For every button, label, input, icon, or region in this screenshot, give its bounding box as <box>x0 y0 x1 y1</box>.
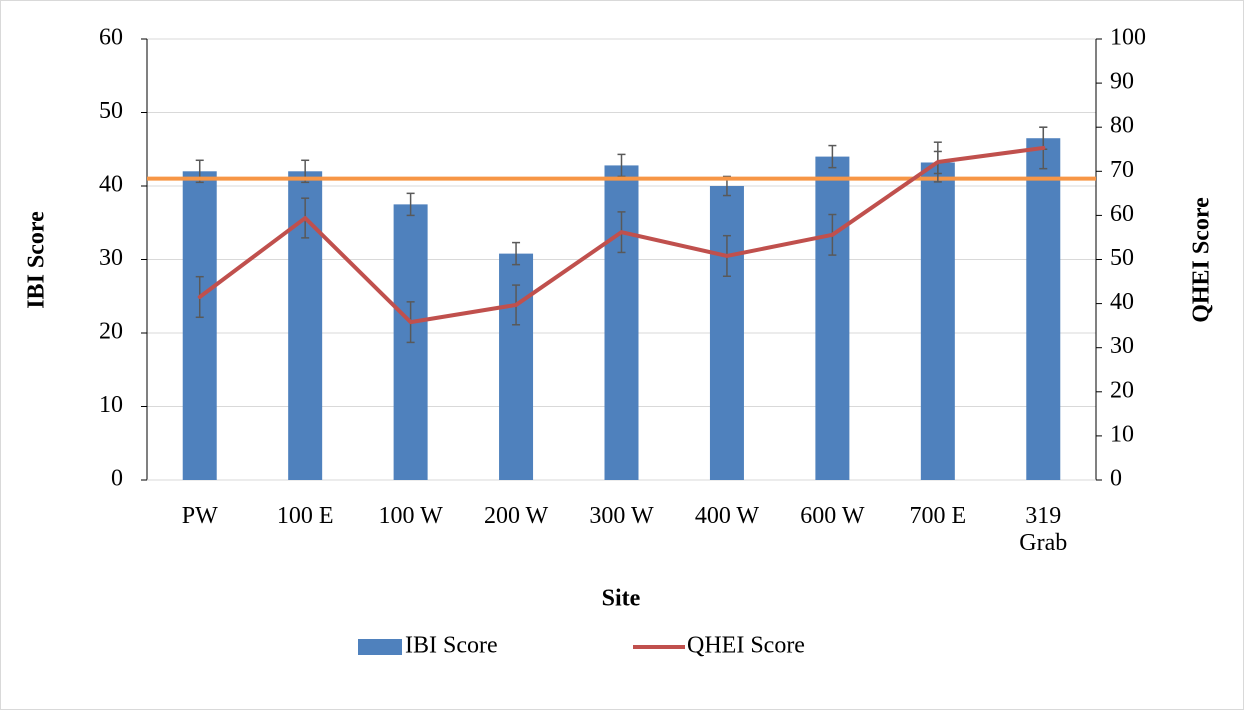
y-tick-label: 20 <box>99 319 123 345</box>
y2-tick-label: 40 <box>1110 289 1134 315</box>
y2-tick-label: 60 <box>1110 201 1134 227</box>
y2-tick-label: 30 <box>1110 333 1134 359</box>
error-bar <box>617 153 626 178</box>
y2-tick-label: 20 <box>1110 377 1134 403</box>
y-tick-label: 0 <box>111 466 123 492</box>
x-tick-label: 319 Grab <box>1019 503 1068 556</box>
y-tick-label: 50 <box>99 98 123 124</box>
x-tick-label: 700 E <box>909 503 967 529</box>
bar <box>815 156 850 480</box>
x-tick-label: 200 W <box>483 503 549 529</box>
legend-label: IBI Score <box>405 633 498 659</box>
x-tick-label: 600 W <box>800 503 865 529</box>
y2-tick-label: 100 <box>1110 25 1146 51</box>
y-tick-label: 30 <box>99 245 123 271</box>
bar <box>1026 138 1061 480</box>
x-axis-label: Site <box>602 586 641 612</box>
error-bar <box>406 192 415 217</box>
y-tick-label: 10 <box>99 392 123 418</box>
y-axis-label: IBI Score <box>24 211 50 309</box>
y2-tick-label: 80 <box>1110 113 1134 139</box>
bar <box>182 171 217 481</box>
bar <box>920 162 955 481</box>
x-tick-label: 100 W <box>378 503 443 529</box>
error-bar <box>512 241 521 266</box>
y2-tick-label: 10 <box>1110 421 1134 447</box>
error-bar <box>828 144 837 169</box>
x-tick-label: 100 E <box>276 503 334 529</box>
line <box>197 145 1046 325</box>
y2-tick-label: 90 <box>1110 69 1134 95</box>
y2-tick-label: 0 <box>1110 466 1122 492</box>
legend-label: QHEI Score <box>687 633 805 659</box>
y2-tick-label: 70 <box>1110 157 1134 183</box>
y-tick-label: 60 <box>99 25 123 51</box>
x-tick-label: 400 W <box>694 503 760 529</box>
y2-axis-label: QHEI Score <box>1189 197 1215 323</box>
legend-swatch <box>358 639 402 655</box>
bar <box>709 186 744 480</box>
y2-tick-label: 50 <box>1110 245 1134 271</box>
y-tick-label: 40 <box>99 172 123 198</box>
x-tick-label: PW <box>181 503 218 529</box>
x-tick-label: 300 W <box>589 503 654 529</box>
